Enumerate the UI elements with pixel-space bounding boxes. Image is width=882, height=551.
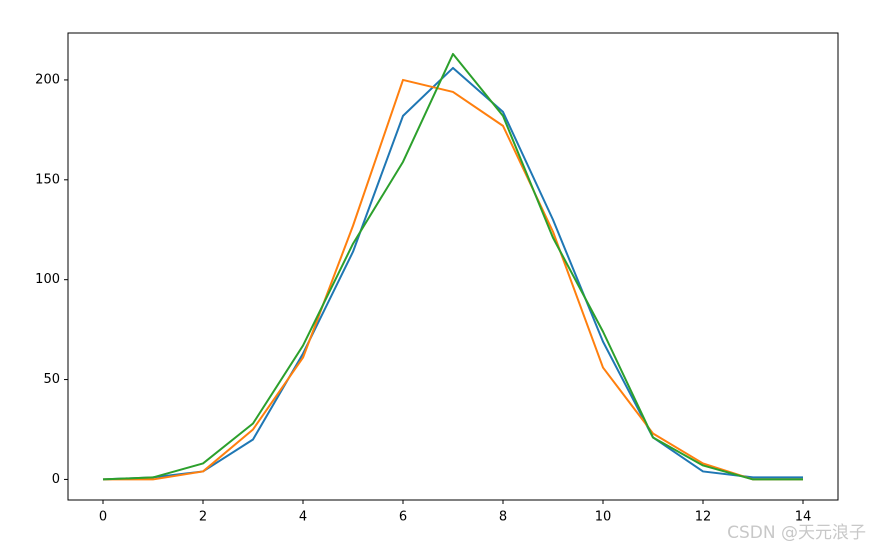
x-tick-label: 10 [595,510,612,525]
x-tick-label: 6 [399,510,407,525]
y-tick-label: 200 [35,72,60,87]
watermark: CSDN @天元浪子 [727,523,866,543]
x-tick-label: 12 [695,510,712,525]
x-tick-label: 0 [99,510,107,525]
plot-frame [67,32,839,501]
x-tick-label: 4 [299,510,307,525]
y-tick-label: 0 [52,472,60,487]
line-series [102,52,803,481]
x-tick-label: 14 [795,510,812,525]
line-series [103,78,803,481]
x-tick-label: 8 [499,510,507,525]
y-tick-label: 150 [35,172,60,187]
y-tick-label: 50 [43,372,60,387]
y-tick-label: 100 [35,272,60,287]
line-series [102,66,803,481]
x-tick-label: 2 [199,510,207,525]
